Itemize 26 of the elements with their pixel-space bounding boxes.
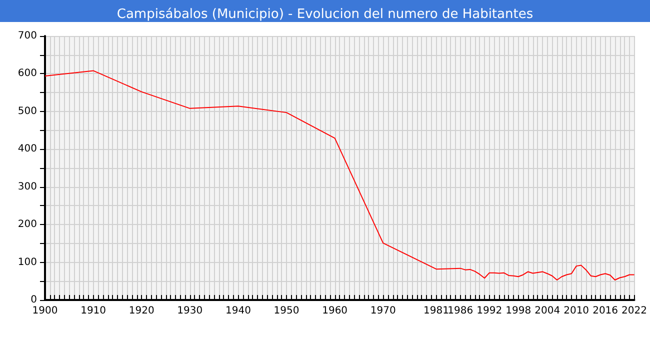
x-tick-label: 1950: [274, 306, 300, 316]
y-tick-label: 0: [30, 294, 37, 306]
y-tick-label: 100: [18, 256, 37, 268]
y-tick-label: 700: [18, 30, 37, 42]
x-tick-label: 1900: [32, 306, 58, 316]
y-tick-label: 500: [18, 106, 37, 117]
x-tick-label: 1986: [448, 306, 474, 316]
y-tick-label: 400: [18, 144, 37, 155]
y-tick-label: 300: [18, 181, 37, 192]
x-tick-label: 2022: [622, 306, 647, 316]
x-tick-label: 2016: [592, 306, 618, 316]
y-tick-label: 200: [18, 219, 37, 230]
x-tick-label: 1940: [225, 306, 251, 316]
x-tick-label: 1970: [370, 306, 396, 316]
y-tick-label: 600: [18, 68, 37, 80]
x-tick-label: 1930: [177, 306, 203, 316]
x-tick-label: 1920: [128, 306, 154, 316]
chart-title: Campisábalos (Municipio) - Evolucion del numero de Habitantes: [116, 7, 534, 22]
x-tick-label: 2004: [534, 306, 560, 316]
line-series: [44, 70, 635, 281]
x-tick-label: 1910: [80, 306, 106, 316]
x-tick-label: 1960: [322, 306, 348, 316]
x-tick-label: 2010: [564, 306, 590, 316]
x-tick-label: 1992: [476, 306, 502, 316]
x-tick-label: 1998: [506, 306, 532, 316]
x-tick-label: 1981: [424, 306, 449, 316]
